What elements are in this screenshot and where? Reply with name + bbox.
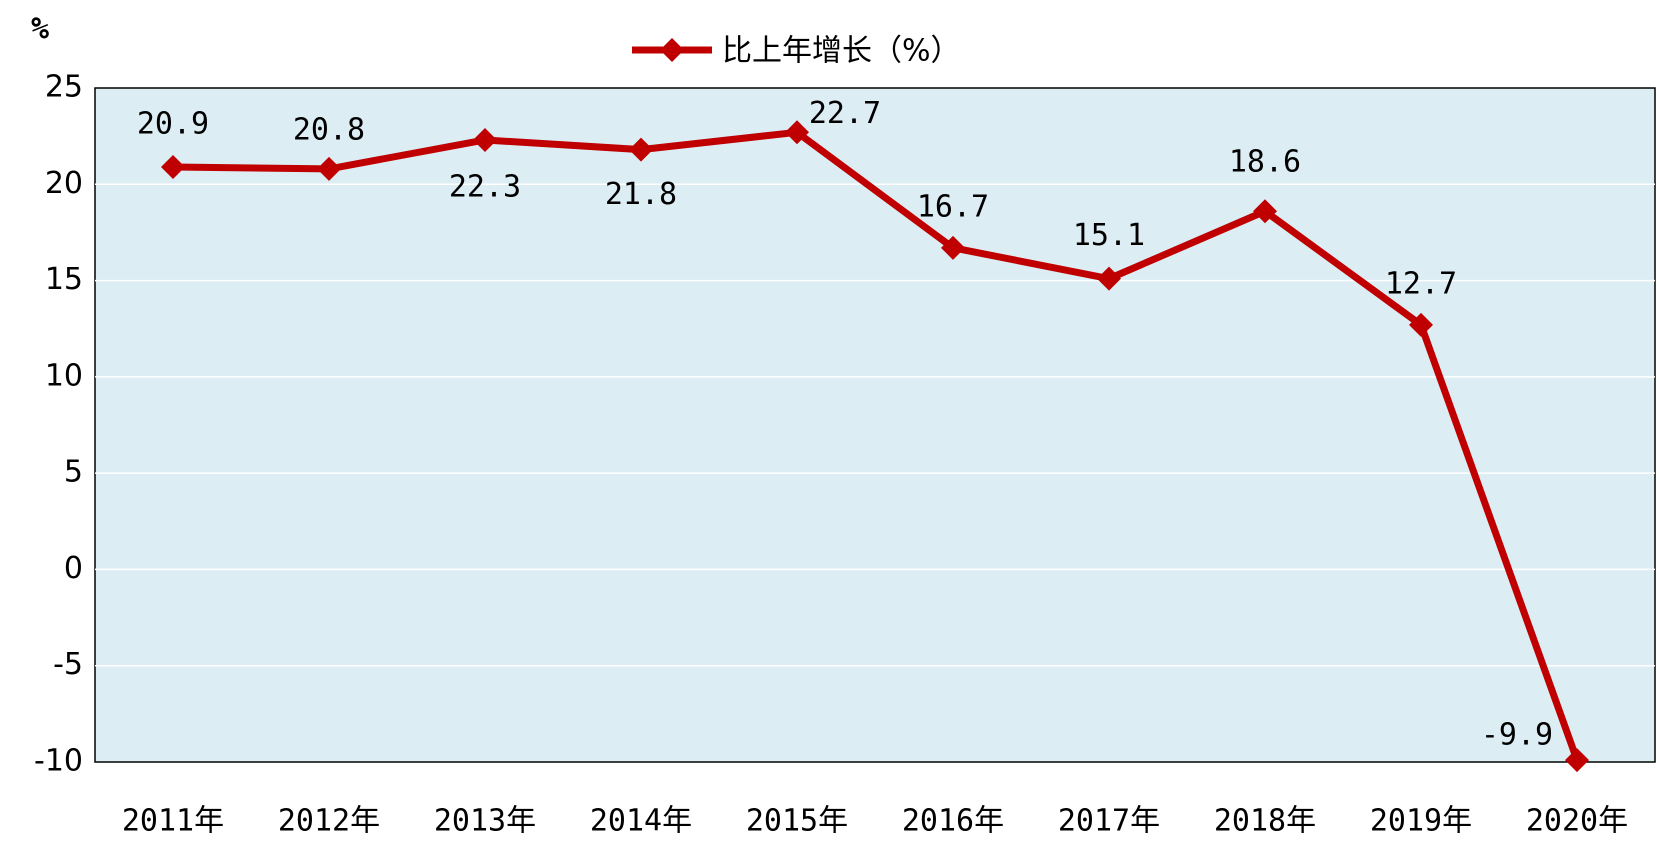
marker — [785, 120, 809, 145]
legend-label: 比上年增长（%） — [722, 34, 961, 69]
legend-marker — [660, 38, 684, 62]
marker — [473, 127, 497, 152]
data-label: -9.9 — [1481, 718, 1553, 753]
marker — [161, 154, 185, 179]
marker — [941, 235, 965, 260]
y-tick-label: 0 — [64, 551, 83, 586]
marker — [317, 156, 341, 181]
marker — [1097, 266, 1121, 291]
y-tick-label: 5 — [64, 455, 83, 490]
series-line — [172, 128, 1581, 762]
y-tick-label: -10 — [34, 744, 83, 779]
x-tick-label: 2011年 — [122, 804, 224, 839]
y-axis-label: % — [31, 12, 49, 47]
marker — [1565, 748, 1589, 773]
marker — [1253, 199, 1277, 224]
x-tick-label: 2018年 — [1214, 804, 1316, 839]
x-tick-label: 2019年 — [1370, 804, 1472, 839]
data-label: 20.9 — [137, 106, 209, 141]
y-tick-label: 15 — [45, 262, 83, 297]
x-tick-label: 2020年 — [1526, 804, 1628, 839]
y-tick-label: -5 — [53, 647, 83, 682]
x-tick-label: 2016年 — [902, 804, 1004, 839]
data-label: 22.3 — [449, 169, 521, 204]
x-tick-label: 2012年 — [278, 804, 380, 839]
y-tick-label: 20 — [45, 166, 83, 201]
data-label: 15.1 — [1073, 218, 1145, 253]
y-tick-label: 25 — [45, 70, 83, 105]
y-tick-label: 10 — [45, 358, 83, 393]
data-label: 16.7 — [917, 189, 989, 224]
marker — [629, 137, 653, 162]
x-tick-label: 2015年 — [746, 804, 848, 839]
data-label: 20.8 — [293, 112, 365, 147]
plot-area — [94, 87, 1656, 763]
x-tick-label: 2014年 — [590, 804, 692, 839]
x-tick-label: 2013年 — [434, 804, 536, 839]
data-label: 21.8 — [605, 177, 677, 212]
x-tick-label: 2017年 — [1058, 804, 1160, 839]
data-label: 12.7 — [1385, 266, 1457, 301]
marker — [1409, 312, 1433, 337]
data-label: 18.6 — [1229, 145, 1301, 180]
data-label: 22.7 — [809, 96, 881, 131]
